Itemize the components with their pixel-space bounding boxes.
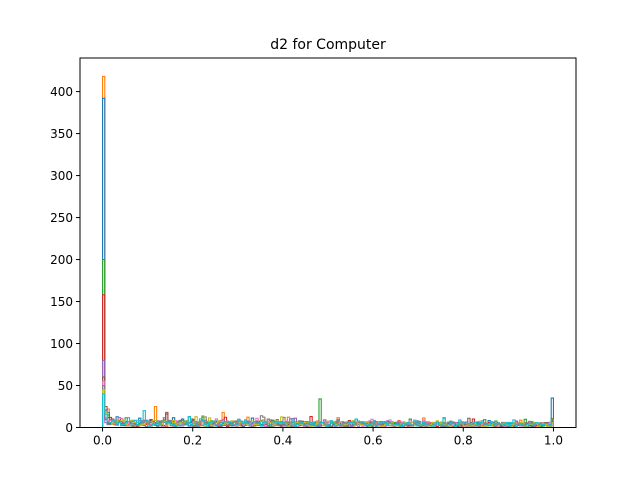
y-tick-label: 250 bbox=[50, 211, 73, 225]
plot-area-frame bbox=[79, 57, 577, 428]
y-tick-label: 200 bbox=[50, 253, 73, 267]
x-tick-label: 0.4 bbox=[273, 434, 292, 448]
x-tick-label: 0.0 bbox=[93, 434, 112, 448]
x-tick-label: 0.8 bbox=[454, 434, 473, 448]
y-tick-label: 400 bbox=[50, 85, 73, 99]
y-axis-ticks: 0 50 100 150 200 250 300 350 400 bbox=[50, 85, 80, 435]
y-tick-label: 300 bbox=[50, 169, 73, 183]
x-axis-ticks: 0.0 0.2 0.4 0.6 0.8 1.0 bbox=[93, 427, 563, 448]
x-tick-label: 0.2 bbox=[183, 434, 202, 448]
x-tick-label: 0.6 bbox=[364, 434, 383, 448]
y-tick-label: 150 bbox=[50, 295, 73, 309]
histogram-series-10 bbox=[102, 393, 554, 428]
y-tick-label: 100 bbox=[50, 337, 73, 351]
x-tick-label: 1.0 bbox=[544, 434, 563, 448]
chart-title: d2 for Computer bbox=[270, 37, 386, 53]
y-tick-label: 350 bbox=[50, 127, 73, 141]
y-tick-label: 0 bbox=[65, 421, 73, 435]
y-tick-label: 50 bbox=[58, 379, 73, 393]
histogram-series-layer bbox=[102, 75, 554, 428]
